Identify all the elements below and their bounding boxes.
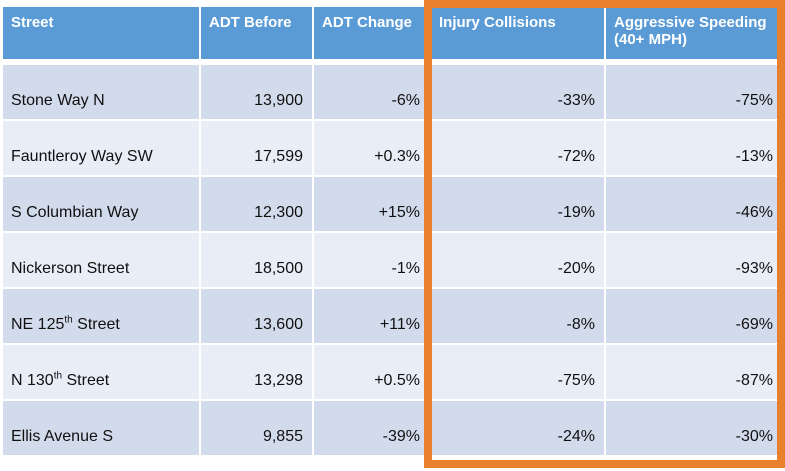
cell-aggressive-speeding: -87% bbox=[606, 345, 782, 399]
cell-injury-collisions: -20% bbox=[431, 233, 604, 287]
table-body: Stone Way N 13,900 -6% -33% -75% Fauntle… bbox=[3, 65, 782, 455]
table-row: Fauntleroy Way SW 17,599 +0.3% -72% -13% bbox=[3, 121, 782, 175]
cell-injury-collisions: -8% bbox=[431, 289, 604, 343]
table-row: Nickerson Street 18,500 -1% -20% -93% bbox=[3, 233, 782, 287]
cell-aggressive-speeding: -69% bbox=[606, 289, 782, 343]
cell-adt-before: 9,855 bbox=[201, 401, 312, 455]
table-row: Stone Way N 13,900 -6% -33% -75% bbox=[3, 65, 782, 119]
col-header-adt-change-label: ADT Change bbox=[322, 14, 412, 31]
street-name: NE 125 bbox=[11, 316, 65, 333]
col-header-aggressive-speeding-label: Aggressive Speeding (40+ MPH) bbox=[614, 14, 767, 48]
col-header-street: Street bbox=[3, 7, 199, 63]
cell-adt-before: 13,900 bbox=[201, 65, 312, 119]
table-row: N 130th Street 13,298 +0.5% -75% -87% bbox=[3, 345, 782, 399]
table-row: NE 125th Street 13,600 +11% -8% -69% bbox=[3, 289, 782, 343]
ordinal-suffix: th bbox=[53, 370, 63, 382]
cell-adt-change: +0.5% bbox=[314, 345, 429, 399]
cell-street: N 130th Street bbox=[3, 345, 199, 399]
col-header-aggressive-speeding: Aggressive Speeding (40+ MPH) bbox=[606, 7, 782, 63]
cell-aggressive-speeding: -30% bbox=[606, 401, 782, 455]
street-name: S Columbian Way bbox=[11, 204, 139, 221]
cell-aggressive-speeding: -93% bbox=[606, 233, 782, 287]
cell-street: Ellis Avenue S bbox=[3, 401, 199, 455]
cell-adt-change: -1% bbox=[314, 233, 429, 287]
col-header-street-label: Street bbox=[11, 14, 54, 31]
street-name-suffix: Street bbox=[72, 316, 120, 333]
cell-injury-collisions: -33% bbox=[431, 65, 604, 119]
street-safety-table: Street ADT Before ADT Change Injury Coll… bbox=[1, 5, 784, 457]
col-header-injury-collisions-label: Injury Collisions bbox=[439, 14, 556, 31]
cell-aggressive-speeding: -13% bbox=[606, 121, 782, 175]
ordinal-suffix: th bbox=[64, 314, 73, 326]
table-row: Ellis Avenue S 9,855 -39% -24% -30% bbox=[3, 401, 782, 455]
cell-adt-change: +0.3% bbox=[314, 121, 429, 175]
cell-adt-before: 12,300 bbox=[201, 177, 312, 231]
cell-street: Nickerson Street bbox=[3, 233, 199, 287]
cell-injury-collisions: -72% bbox=[431, 121, 604, 175]
cell-adt-change: +11% bbox=[314, 289, 429, 343]
cell-aggressive-speeding: -75% bbox=[606, 65, 782, 119]
col-header-adt-change: ADT Change bbox=[314, 7, 429, 63]
cell-injury-collisions: -24% bbox=[431, 401, 604, 455]
col-header-adt-before: ADT Before bbox=[201, 7, 312, 63]
cell-adt-before: 18,500 bbox=[201, 233, 312, 287]
cell-injury-collisions: -75% bbox=[431, 345, 604, 399]
cell-street: Stone Way N bbox=[3, 65, 199, 119]
cell-adt-change: -6% bbox=[314, 65, 429, 119]
street-name: Nickerson Street bbox=[11, 260, 130, 277]
cell-street: S Columbian Way bbox=[3, 177, 199, 231]
cell-adt-change: -39% bbox=[314, 401, 429, 455]
cell-adt-change: +15% bbox=[314, 177, 429, 231]
table-header: Street ADT Before ADT Change Injury Coll… bbox=[3, 7, 782, 63]
cell-adt-before: 17,599 bbox=[201, 121, 312, 175]
cell-street: Fauntleroy Way SW bbox=[3, 121, 199, 175]
header-row: Street ADT Before ADT Change Injury Coll… bbox=[3, 7, 782, 63]
cell-adt-before: 13,600 bbox=[201, 289, 312, 343]
col-header-adt-before-label: ADT Before bbox=[209, 14, 292, 31]
col-header-injury-collisions: Injury Collisions bbox=[431, 7, 604, 63]
cell-aggressive-speeding: -46% bbox=[606, 177, 782, 231]
street-name: Stone Way N bbox=[11, 92, 105, 109]
cell-street: NE 125th Street bbox=[3, 289, 199, 343]
street-name: Ellis Avenue S bbox=[11, 428, 113, 445]
cell-injury-collisions: -19% bbox=[431, 177, 604, 231]
street-name: Fauntleroy Way SW bbox=[11, 148, 153, 165]
street-name: N 130 bbox=[11, 372, 54, 389]
table-row: S Columbian Way 12,300 +15% -19% -46% bbox=[3, 177, 782, 231]
cell-adt-before: 13,298 bbox=[201, 345, 312, 399]
street-name-suffix: Street bbox=[62, 372, 110, 389]
